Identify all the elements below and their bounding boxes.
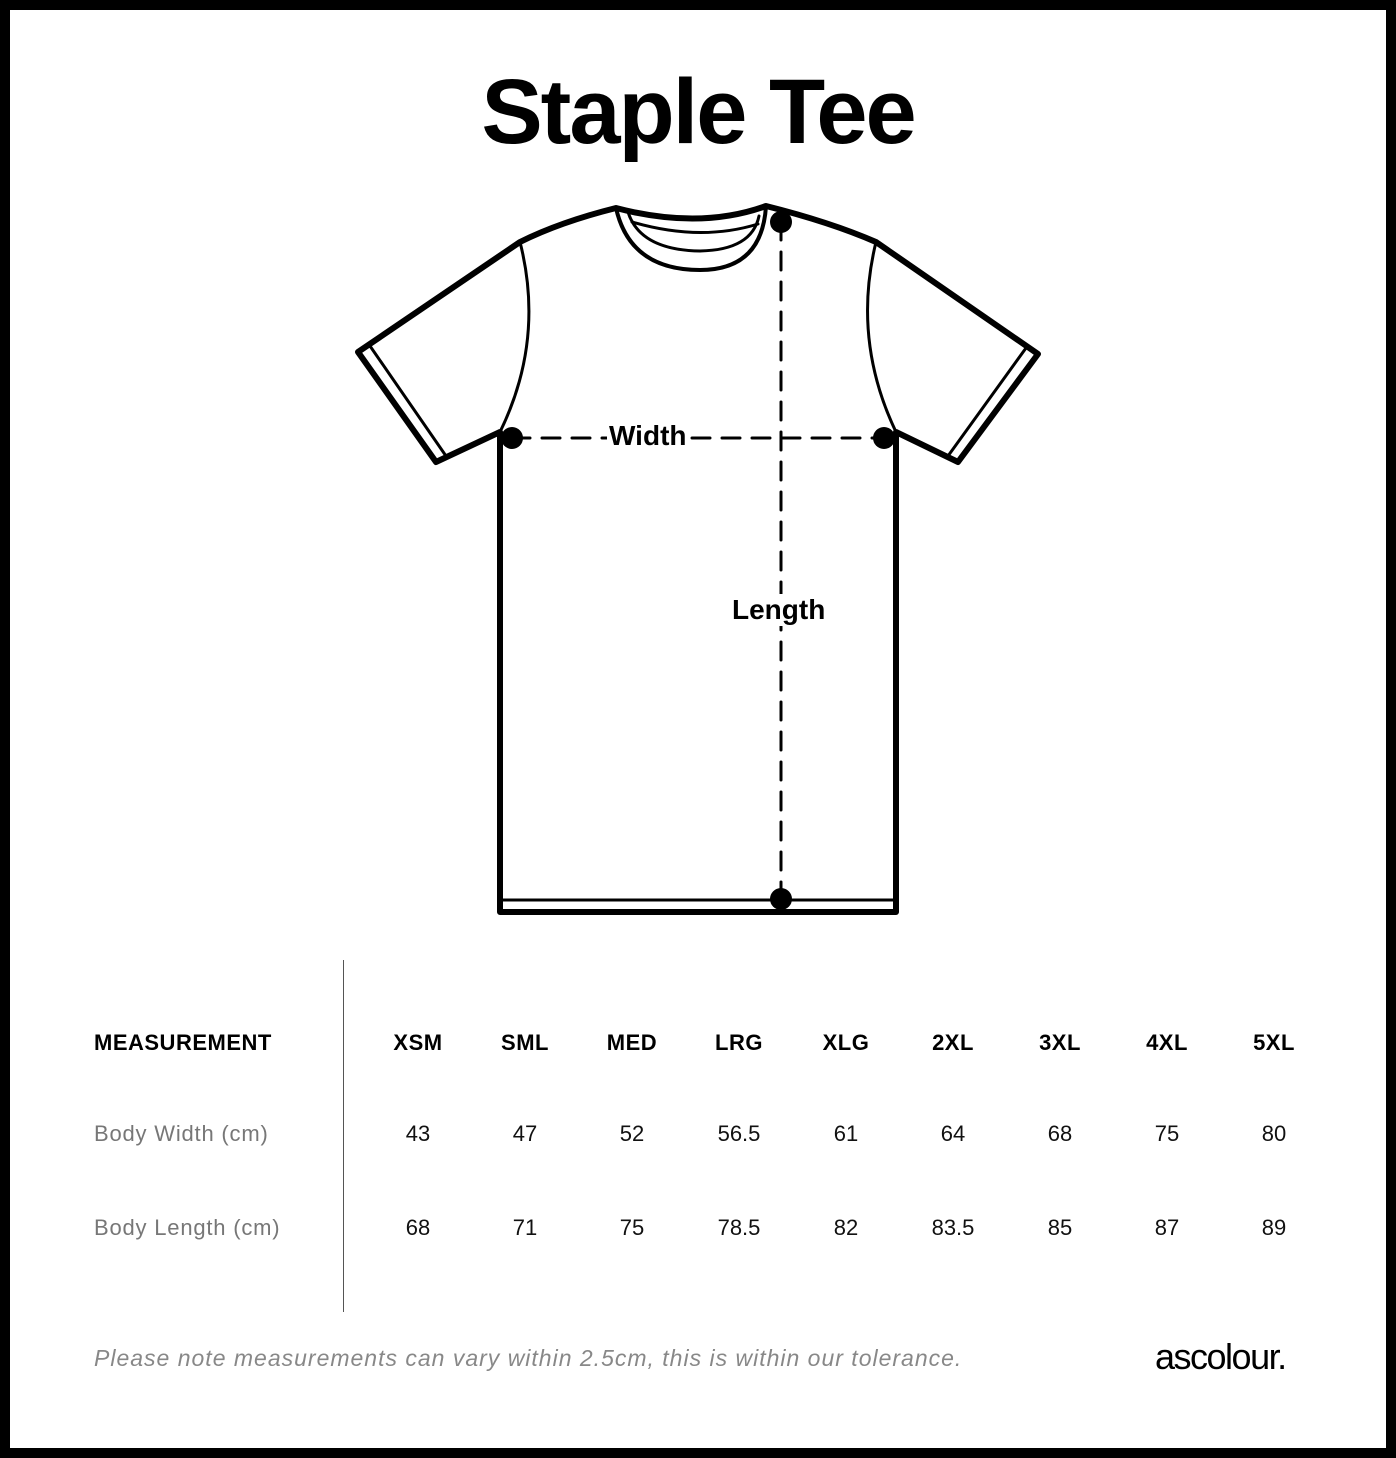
- body-length-value: 85: [1047, 1215, 1073, 1240]
- right-armhole-seam: [866, 240, 898, 434]
- body-width-value: 47: [512, 1121, 538, 1146]
- body-length-value: 83.5: [931, 1215, 975, 1240]
- tee-outline: [355, 203, 1041, 915]
- neck-outer: [614, 204, 768, 272]
- row-label-body-length: Body Length (cm): [94, 1215, 281, 1240]
- body-length-value: 75: [619, 1215, 645, 1240]
- measurement-header: MEASUREMENT: [94, 1030, 272, 1055]
- width-label: Width: [607, 420, 689, 452]
- body-length-value: 89: [1261, 1215, 1287, 1240]
- length-label: Length: [730, 594, 828, 626]
- size-header: 3XL: [1039, 1030, 1081, 1055]
- body-width-value: 64: [940, 1121, 966, 1146]
- body-width-value: 68: [1047, 1121, 1073, 1146]
- size-header: 2XL: [932, 1030, 974, 1055]
- body-width-value: 43: [405, 1121, 431, 1146]
- body-length-value: 71: [512, 1215, 538, 1240]
- size-header: SML: [501, 1030, 549, 1055]
- body-width-value: 75: [1154, 1121, 1180, 1146]
- size-header: 4XL: [1146, 1030, 1188, 1055]
- size-header: LRG: [715, 1030, 763, 1055]
- left-cuff-line: [368, 344, 448, 458]
- body-length-value: 82: [833, 1215, 859, 1240]
- right-cuff-line: [946, 346, 1028, 458]
- length-bottom-point: [770, 888, 792, 910]
- body-length-value: 68: [405, 1215, 431, 1240]
- size-header: 5XL: [1253, 1030, 1295, 1055]
- body-length-value: 87: [1154, 1215, 1180, 1240]
- tolerance-note: Please note measurements can vary within…: [94, 1345, 963, 1371]
- body-length-value: 78.5: [717, 1215, 761, 1240]
- left-armhole-seam: [498, 240, 531, 434]
- body-width-value: 56.5: [717, 1121, 761, 1146]
- length-top-point: [770, 211, 792, 233]
- size-header: XLG: [822, 1030, 870, 1055]
- size-header: XSM: [393, 1030, 443, 1055]
- body-width-value: 52: [619, 1121, 645, 1146]
- page-title: Staple Tee: [481, 61, 916, 163]
- neck-inner: [626, 210, 761, 253]
- width-right-point: [873, 427, 895, 449]
- body-width-value: 80: [1261, 1121, 1287, 1146]
- brand-logo: ascolour.: [1155, 1336, 1287, 1377]
- body-width-value: 61: [833, 1121, 859, 1146]
- neck-back: [630, 220, 760, 234]
- row-label-body-width: Body Width (cm): [94, 1121, 269, 1146]
- table-divider: [343, 960, 344, 1312]
- size-header: MED: [606, 1030, 658, 1055]
- width-left-point: [501, 427, 523, 449]
